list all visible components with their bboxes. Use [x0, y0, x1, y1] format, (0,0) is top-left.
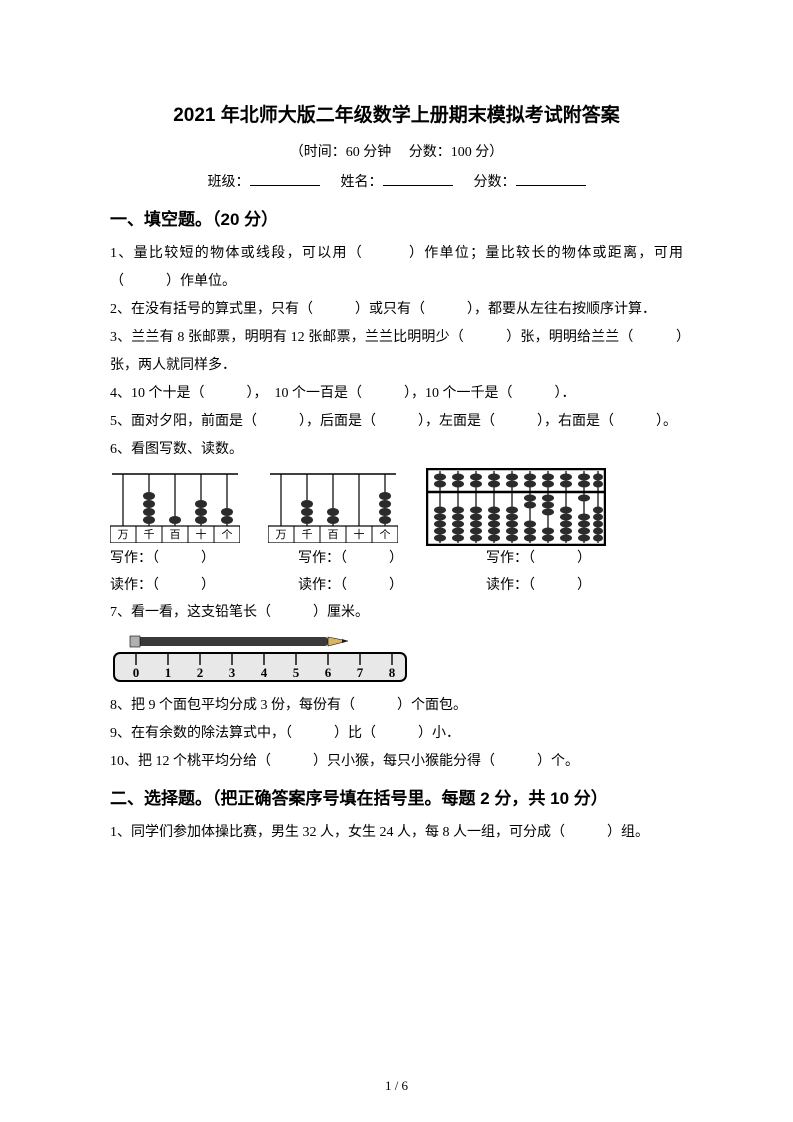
svg-text:百: 百: [170, 529, 181, 541]
svg-text:1: 1: [165, 665, 172, 680]
q6-write-1: 写作：（ ）: [110, 546, 270, 573]
q2: 2、在没有括号的算式里，只有（ ）或只有（ ），都要从左往右按顺序计算．: [110, 296, 683, 324]
subtitle-score: 分数：100 分）: [409, 145, 504, 160]
student-info: 班级： 姓名： 分数：: [110, 171, 683, 191]
s2-q1: 1、同学们参加体操比赛，男生 32 人，女生 24 人，每 8 人一组，可分成（…: [110, 819, 683, 847]
svg-text:7: 7: [357, 665, 364, 680]
q10: 10、把 12 个桃平均分给（ ）只小猴，每只小猴能分得（ ）个。: [110, 748, 683, 776]
svg-text:个: 个: [222, 528, 233, 541]
page: 2021 年北师大版二年级数学上册期末模拟考试附答案 （时间：60 分钟 分数：…: [0, 0, 793, 1122]
q7: 7、看一看，这支铅笔长（ ）厘米。: [110, 599, 683, 627]
svg-text:万: 万: [276, 529, 287, 541]
q6-write-2: 写作：（ ）: [298, 546, 458, 573]
svg-text:千: 千: [302, 528, 313, 541]
svg-text:百: 百: [328, 529, 339, 541]
pencil-icon: [130, 636, 348, 647]
q9: 9、在有余数的除法算式中，（ ）比（ ）小．: [110, 720, 683, 748]
label-score: 分数：: [474, 175, 516, 190]
abacus-label: 万: [118, 529, 129, 541]
svg-text:3: 3: [229, 665, 236, 680]
page-number: 1 / 6: [0, 1078, 793, 1094]
exam-subtitle: （时间：60 分钟 分数：100 分）: [110, 141, 683, 161]
q6-read-row: 读作：（ ） 读作：（ ） 读作：（ ）: [110, 573, 683, 600]
abacus-3: [426, 468, 606, 546]
svg-text:4: 4: [261, 665, 268, 680]
exam-title: 2021 年北师大版二年级数学上册期末模拟考试附答案: [110, 100, 683, 127]
q3: 3、兰兰有 8 张邮票，明明有 12 张邮票，兰兰比明明少（ ）张，明明给兰兰（…: [110, 324, 683, 380]
svg-text:个: 个: [380, 528, 391, 541]
q6: 6、看图写数、读数。: [110, 436, 683, 464]
label-name: 姓名：: [341, 175, 383, 190]
blank-score[interactable]: [516, 171, 586, 186]
svg-text:十: 十: [196, 527, 207, 541]
section-1-header: 一、填空题。（20 分）: [110, 205, 683, 230]
q6-write-row: 写作：（ ） 写作：（ ） 写作：（ ）: [110, 546, 683, 573]
abacus-1: 万 千 百 十 个: [110, 468, 240, 546]
q1: 1、量比较短的物体或线段，可以用（ ）作单位；量比较长的物体或距离，可用（ ）作…: [110, 240, 683, 296]
q8: 8、把 9 个面包平均分成 3 份，每份有（ ）个面包。: [110, 692, 683, 720]
q6-read-1: 读作：（ ）: [110, 573, 270, 600]
q6-read-2: 读作：（ ）: [298, 573, 458, 600]
q6-read-3: 读作：（ ）: [486, 573, 646, 600]
section-2-header: 二、选择题。（把正确答案序号填在括号里。每题 2 分，共 10 分）: [110, 784, 683, 809]
svg-text:2: 2: [197, 665, 204, 680]
q5: 5、面对夕阳，前面是（ ），后面是（ ），左面是（ ），右面是（ ）。: [110, 408, 683, 436]
label-class: 班级：: [208, 175, 250, 190]
q4: 4、10 个十是（ ）， 10 个一百是（ ），10 个一千是（ ）．: [110, 380, 683, 408]
subtitle-time: （时间：60 分钟: [290, 145, 392, 160]
q6-write-3: 写作：（ ）: [486, 546, 646, 573]
svg-text:6: 6: [325, 665, 332, 680]
blank-class[interactable]: [250, 171, 320, 186]
svg-text:5: 5: [293, 665, 300, 680]
ruler-figure: 0 1 2 3 4 5 6 7 8: [110, 631, 683, 686]
svg-text:8: 8: [389, 665, 396, 680]
svg-text:十: 十: [354, 527, 365, 541]
svg-text:0: 0: [133, 665, 140, 680]
blank-name[interactable]: [383, 171, 453, 186]
abacus-2: 万 千 百 十 个: [268, 468, 398, 546]
svg-text:千: 千: [144, 528, 155, 541]
q6-abacus-row: 万 千 百 十 个: [110, 468, 683, 546]
